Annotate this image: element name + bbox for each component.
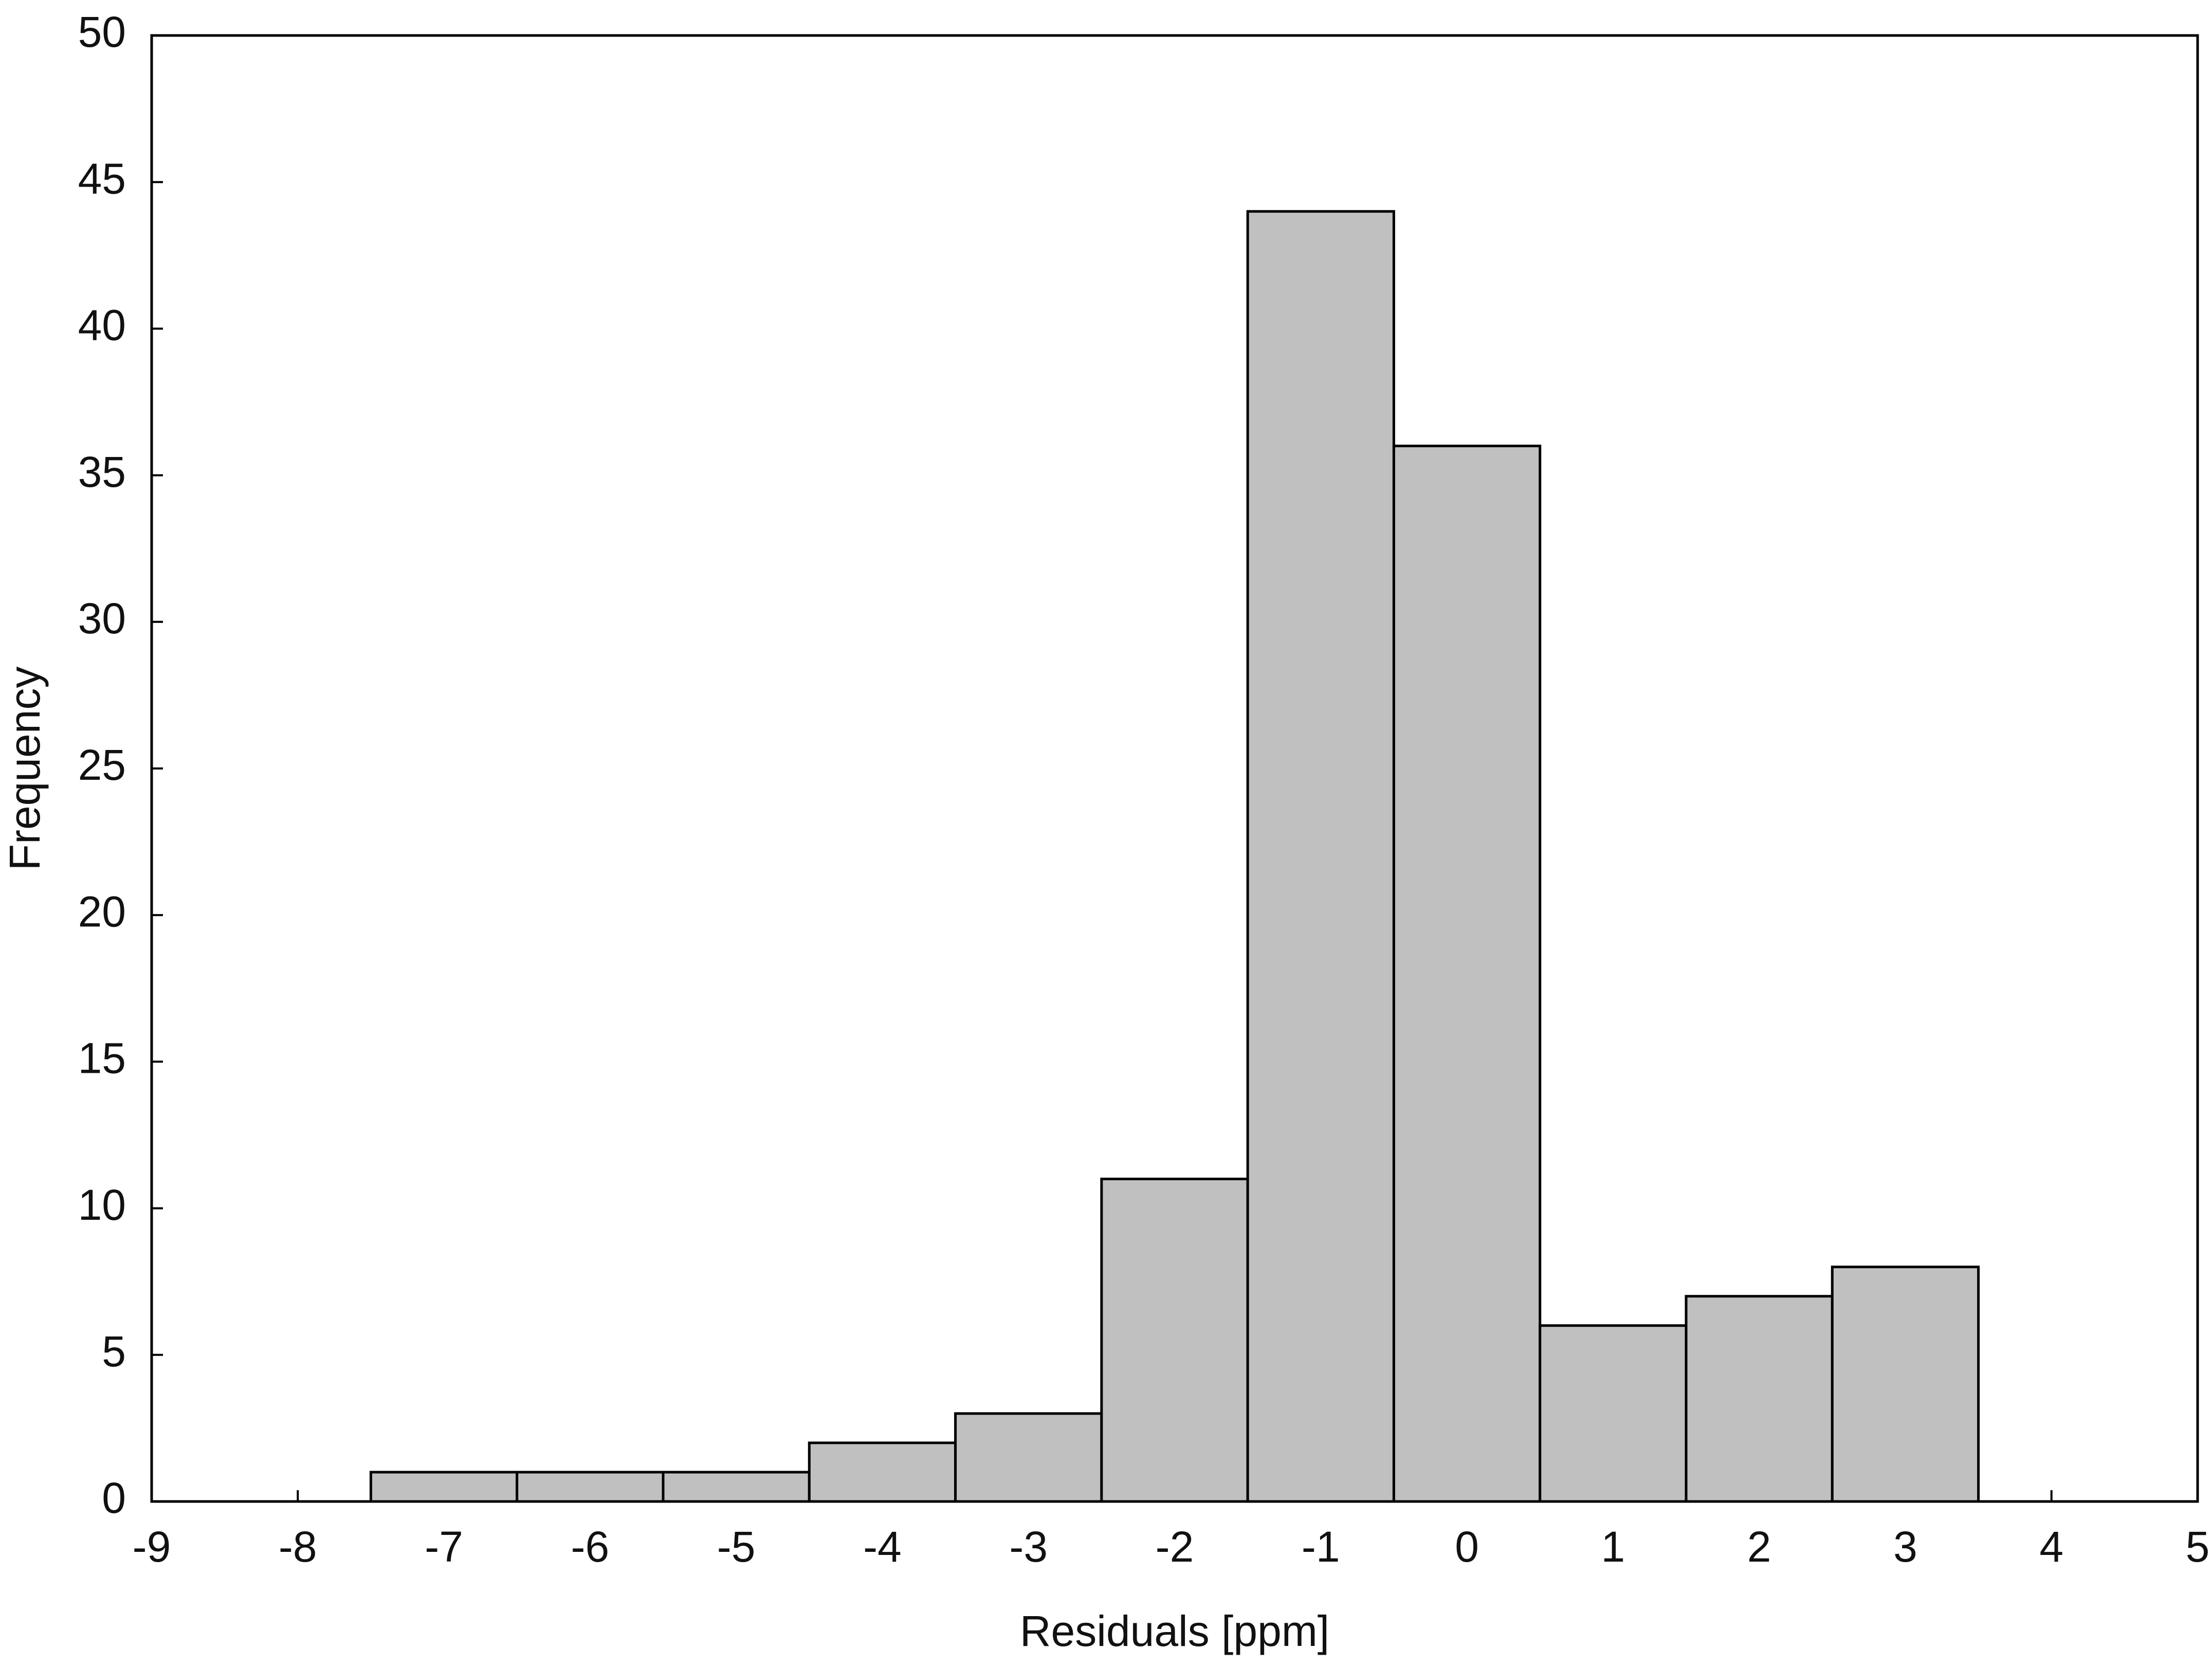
x-tick-label: 2 [1747, 1523, 1771, 1571]
y-tick-label: 40 [78, 301, 126, 350]
y-tick-label: 20 [78, 887, 126, 936]
bar [1392, 445, 1542, 1503]
x-tick-label: 1 [1601, 1523, 1625, 1571]
y-tick-label: 25 [78, 741, 126, 789]
x-tick-label: 3 [1893, 1523, 1917, 1571]
bar [662, 1471, 811, 1503]
x-axis-title: Residuals [ppm] [1020, 1607, 1329, 1655]
bar [808, 1441, 957, 1503]
x-tick-label: -7 [425, 1523, 463, 1571]
x-tick-label: -9 [133, 1523, 171, 1571]
bar [954, 1412, 1103, 1503]
y-tick-label: 50 [78, 8, 126, 56]
x-tick-label: -3 [1009, 1523, 1048, 1571]
x-tick-label: 5 [2186, 1523, 2210, 1571]
y-tick-label: 5 [102, 1327, 126, 1376]
x-tick-label: -1 [1302, 1523, 1340, 1571]
y-tick-label: 15 [78, 1034, 126, 1083]
x-tick-label: -2 [1156, 1523, 1194, 1571]
bar [1100, 1178, 1249, 1503]
x-tick-label: -4 [863, 1523, 902, 1571]
y-tick-label: 10 [78, 1181, 126, 1229]
y-tick-label: 45 [78, 154, 126, 203]
x-tick-label: 0 [1455, 1523, 1479, 1571]
bar [1246, 210, 1395, 1503]
bar [516, 1471, 665, 1503]
bar [369, 1471, 519, 1503]
x-tick-label: -5 [717, 1523, 756, 1571]
bar [1831, 1266, 1980, 1503]
x-tick-label: -6 [571, 1523, 610, 1571]
x-tick-label: 4 [2039, 1523, 2063, 1571]
y-tick-label: 0 [102, 1474, 126, 1522]
bar [1685, 1295, 1834, 1503]
y-axis-title: Frequency [1, 667, 49, 871]
y-tick-label: 35 [78, 448, 126, 496]
bar [1539, 1324, 1688, 1503]
plot-frame [150, 34, 2199, 1503]
y-tick-label: 30 [78, 594, 126, 643]
x-tick-label: -8 [279, 1523, 317, 1571]
